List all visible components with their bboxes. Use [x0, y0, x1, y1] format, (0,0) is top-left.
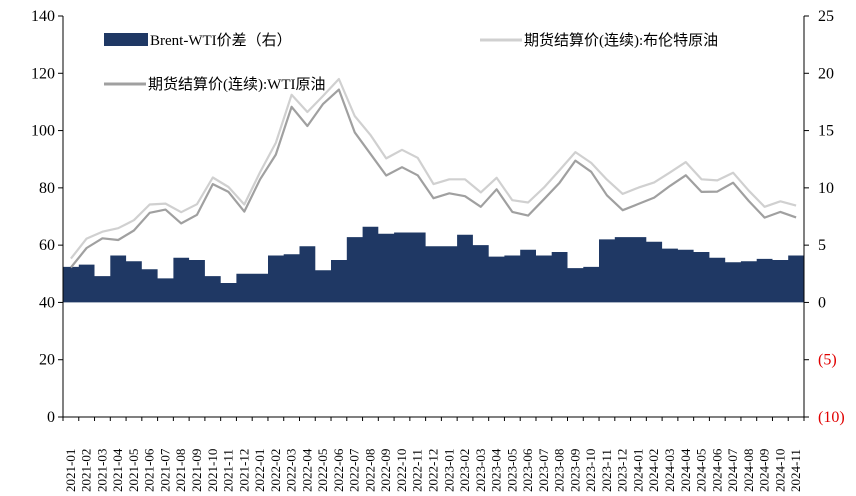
- x-tick-label: 2021-09: [189, 449, 204, 492]
- x-tick-label: 2021-10: [205, 449, 220, 492]
- x-tick-label: 2022-08: [362, 449, 377, 492]
- right-tick-label: (10): [818, 409, 845, 426]
- legend-swatch-spread: [104, 33, 148, 46]
- x-axis-ticks: 2021-01 2021-02 2021-03 2021-04 2021-05 2021-…: [62, 417, 805, 492]
- left-tick-label: 60: [39, 237, 55, 254]
- right-tick-label: (5): [818, 352, 837, 369]
- x-tick-label: 2021-11: [221, 449, 236, 492]
- x-tick-label: 2024-04: [678, 448, 693, 492]
- x-tick-label: 2024-11: [788, 449, 803, 492]
- brent-price-line: [70, 77, 797, 260]
- x-tick-label: 2022-01: [252, 449, 267, 492]
- x-tick-label: 2021-01: [63, 449, 78, 492]
- right-axis-ticks: (10) (5) 0 5 10 15 20 25: [804, 8, 845, 426]
- right-tick-label: 10: [818, 180, 834, 197]
- legend-label-wti: 期货结算价(连续):WTI原油: [148, 75, 325, 93]
- x-tick-label: 2023-10: [583, 449, 598, 492]
- left-tick-label: 80: [39, 180, 55, 197]
- x-tick-label: 2021-03: [94, 449, 109, 492]
- x-tick-label: 2023-05: [504, 449, 519, 492]
- x-tick-label: 2022-07: [347, 448, 362, 492]
- x-tick-label: 2021-07: [157, 448, 172, 492]
- legend-label-spread: Brent-WTI价差（右）: [150, 32, 292, 49]
- x-tick-label: 2023-06: [520, 448, 535, 492]
- x-tick-label: 2023-03: [473, 449, 488, 492]
- x-tick-label: 2021-05: [126, 449, 141, 492]
- x-tick-label: 2024-02: [646, 449, 661, 492]
- x-tick-label: 2023-01: [441, 449, 456, 492]
- x-tick-label: 2022-12: [426, 449, 441, 492]
- right-tick-label: 15: [818, 123, 834, 140]
- left-tick-label: 40: [39, 294, 55, 311]
- x-tick-label: 2023-02: [457, 449, 472, 492]
- x-tick-label: 2023-08: [552, 449, 567, 492]
- axes: [62, 16, 805, 418]
- x-tick-label: 2024-05: [694, 449, 709, 492]
- x-tick-label: 2024-08: [741, 449, 756, 492]
- x-tick-label: 2023-09: [567, 449, 582, 492]
- x-tick-label: 2022-09: [378, 449, 393, 492]
- x-tick-label: 2021-06: [142, 448, 157, 492]
- x-tick-label: 2024-09: [757, 449, 772, 492]
- x-tick-label: 2021-12: [236, 449, 251, 492]
- wti-price-line: [70, 88, 797, 269]
- x-tick-label: 2022-02: [268, 449, 283, 492]
- right-tick-label: 5: [818, 237, 826, 254]
- spread-area-layer: [63, 226, 804, 303]
- x-tick-label: 2023-04: [489, 448, 504, 492]
- x-tick-label: 2022-06: [331, 448, 346, 492]
- x-tick-label: 2023-11: [599, 449, 614, 492]
- x-tick-label: 2021-02: [79, 449, 94, 492]
- x-tick-label: 2022-05: [315, 449, 330, 492]
- right-tick-label: 0: [818, 294, 826, 311]
- x-tick-label: 2021-04: [110, 448, 125, 492]
- x-tick-label: 2022-03: [284, 449, 299, 492]
- price-lines-layer: [70, 77, 797, 269]
- right-tick-label: 25: [818, 8, 834, 25]
- left-tick-label: 20: [39, 352, 55, 369]
- left-tick-label: 120: [31, 65, 55, 82]
- x-tick-label: 2022-04: [299, 448, 314, 492]
- x-tick-label: 2022-10: [394, 449, 409, 492]
- x-tick-label: 2023-07: [536, 448, 551, 492]
- x-tick-label: 2024-06: [709, 448, 724, 492]
- left-tick-label: 140: [31, 8, 55, 25]
- x-tick-label: 2024-10: [772, 449, 787, 492]
- left-tick-label: 0: [47, 409, 55, 426]
- right-tick-label: 20: [818, 65, 834, 82]
- x-tick-label: 2024-03: [662, 449, 677, 492]
- x-tick-label: 2024-01: [630, 449, 645, 492]
- legend: Brent-WTI价差（右） 期货结算价(连续):布伦特原油 期货结算价(连续)…: [104, 31, 718, 93]
- legend-label-brent: 期货结算价(连续):布伦特原油: [524, 31, 718, 49]
- x-tick-label: 2023-12: [615, 449, 630, 492]
- spread-area: [63, 226, 804, 303]
- left-axis-ticks: 0 20 40 60 80 100 120 140: [31, 8, 63, 426]
- x-tick-label: 2021-08: [173, 449, 188, 492]
- x-tick-label: 2024-07: [725, 448, 740, 492]
- left-tick-label: 100: [31, 123, 55, 140]
- x-tick-label: 2022-11: [410, 449, 425, 492]
